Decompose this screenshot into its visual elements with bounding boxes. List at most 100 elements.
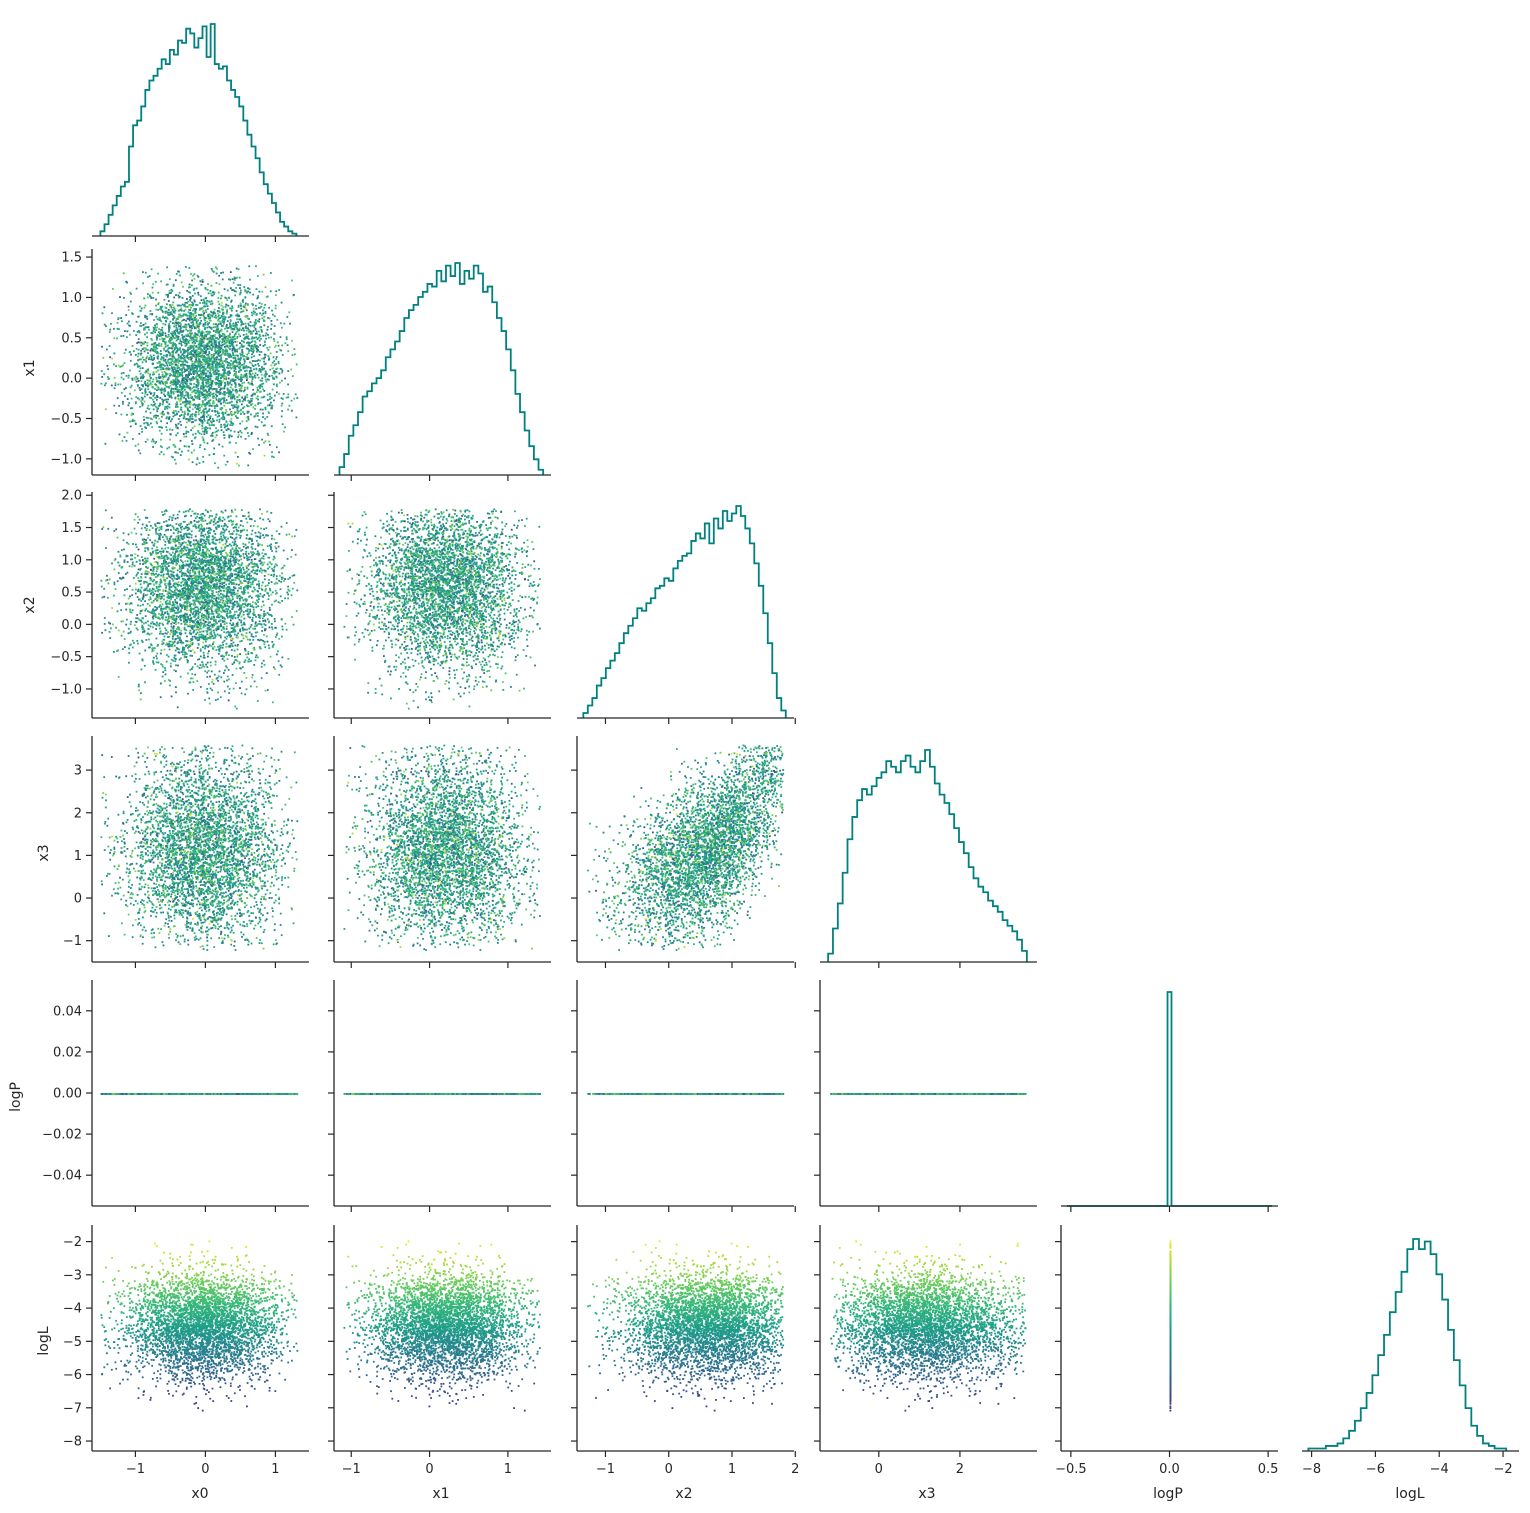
scatter-point: [273, 338, 275, 340]
scatter-point: [218, 301, 220, 303]
scatter-point: [218, 275, 220, 277]
scatter-point: [211, 268, 213, 270]
scatter-point: [164, 324, 166, 326]
scatter-point: [145, 441, 147, 443]
scatter-point: [174, 357, 176, 359]
scatter-point: [191, 302, 193, 304]
scatter-point: [258, 365, 260, 367]
scatter-point: [221, 417, 223, 419]
scatter-point: [235, 415, 237, 417]
scatter-point: [202, 428, 204, 430]
scatter-point: [121, 377, 123, 379]
scatter-point: [166, 266, 168, 268]
scatter-point: [293, 398, 295, 400]
scatter-point: [138, 433, 140, 435]
scatter-point: [117, 322, 119, 324]
scatter-point: [161, 451, 163, 453]
scatter-point: [134, 420, 136, 422]
scatter-point: [240, 380, 242, 382]
scatter-point: [145, 359, 147, 361]
scatter-point: [294, 353, 296, 355]
scatter-point: [209, 424, 211, 426]
scatter-point: [179, 275, 181, 277]
scatter-point: [178, 411, 180, 413]
scatter-point: [139, 387, 141, 389]
scatter-point: [238, 334, 240, 336]
scatter-point: [168, 377, 170, 379]
scatter-point: [135, 354, 137, 356]
scatter-point: [217, 467, 219, 469]
scatter-point: [261, 291, 263, 293]
scatter-point: [160, 281, 162, 283]
scatter-point: [122, 440, 124, 442]
scatter-point: [190, 307, 192, 309]
scatter-point: [203, 433, 205, 435]
scatter-point: [251, 400, 253, 402]
scatter-point: [151, 268, 153, 270]
scatter-point: [231, 305, 233, 307]
scatter-point: [127, 330, 129, 332]
scatter-point: [281, 403, 283, 405]
scatter-point: [257, 374, 259, 376]
scatter-point: [102, 357, 104, 359]
scatter-point: [155, 397, 157, 399]
scatter-point: [173, 326, 175, 328]
scatter-point: [131, 414, 133, 416]
scatter-point: [158, 328, 160, 330]
scatter-point: [275, 294, 277, 296]
scatter-point: [254, 326, 256, 328]
scatter-point: [191, 284, 193, 286]
scatter-point: [144, 396, 146, 398]
scatter-point: [271, 456, 273, 458]
scatter-point: [244, 387, 246, 389]
scatter-point: [101, 370, 103, 372]
scatter-point: [113, 405, 115, 407]
scatter-point: [184, 395, 186, 397]
scatter-point: [156, 339, 158, 341]
scatter-point: [160, 345, 162, 347]
scatter-point: [122, 403, 124, 405]
scatter-point: [153, 355, 155, 357]
scatter-point: [173, 297, 175, 299]
scatter-point: [180, 305, 182, 307]
scatter-point: [262, 335, 264, 337]
scatter-point: [200, 444, 202, 446]
scatter-point: [130, 386, 132, 388]
scatter-point: [128, 375, 130, 377]
scatter-point: [128, 402, 130, 404]
scatter-point: [159, 397, 161, 399]
scatter-point: [137, 359, 139, 361]
scatter-point: [164, 365, 166, 367]
scatter-point: [236, 344, 238, 346]
scatter-point: [184, 357, 186, 359]
scatter-point: [207, 333, 209, 335]
scatter-point: [139, 452, 141, 454]
scatter-point: [242, 421, 244, 423]
scatter-point: [128, 404, 130, 406]
scatter-point: [179, 391, 181, 393]
scatter-point: [284, 427, 286, 429]
scatter-point: [221, 295, 223, 297]
scatter-point: [261, 351, 263, 353]
scatter-point: [196, 321, 198, 323]
scatter-point: [121, 414, 123, 416]
scatter-point: [223, 455, 225, 457]
scatter-point: [172, 360, 174, 362]
scatter-point: [237, 284, 239, 286]
scatter-point: [187, 330, 189, 332]
scatter-point: [173, 388, 175, 390]
scatter-point: [180, 454, 182, 456]
scatter-point: [258, 419, 260, 421]
scatter-point: [243, 399, 245, 401]
scatter-point: [192, 443, 194, 445]
scatter-point: [208, 318, 210, 320]
scatter-point: [228, 362, 230, 364]
scatter-point: [205, 390, 207, 392]
scatter-point: [132, 345, 134, 347]
scatter-point: [155, 309, 157, 311]
scatter-point: [103, 306, 105, 308]
scatter-point: [190, 273, 192, 275]
scatter-point: [175, 329, 177, 331]
scatter-point: [181, 281, 183, 283]
scatter-point: [146, 332, 148, 334]
